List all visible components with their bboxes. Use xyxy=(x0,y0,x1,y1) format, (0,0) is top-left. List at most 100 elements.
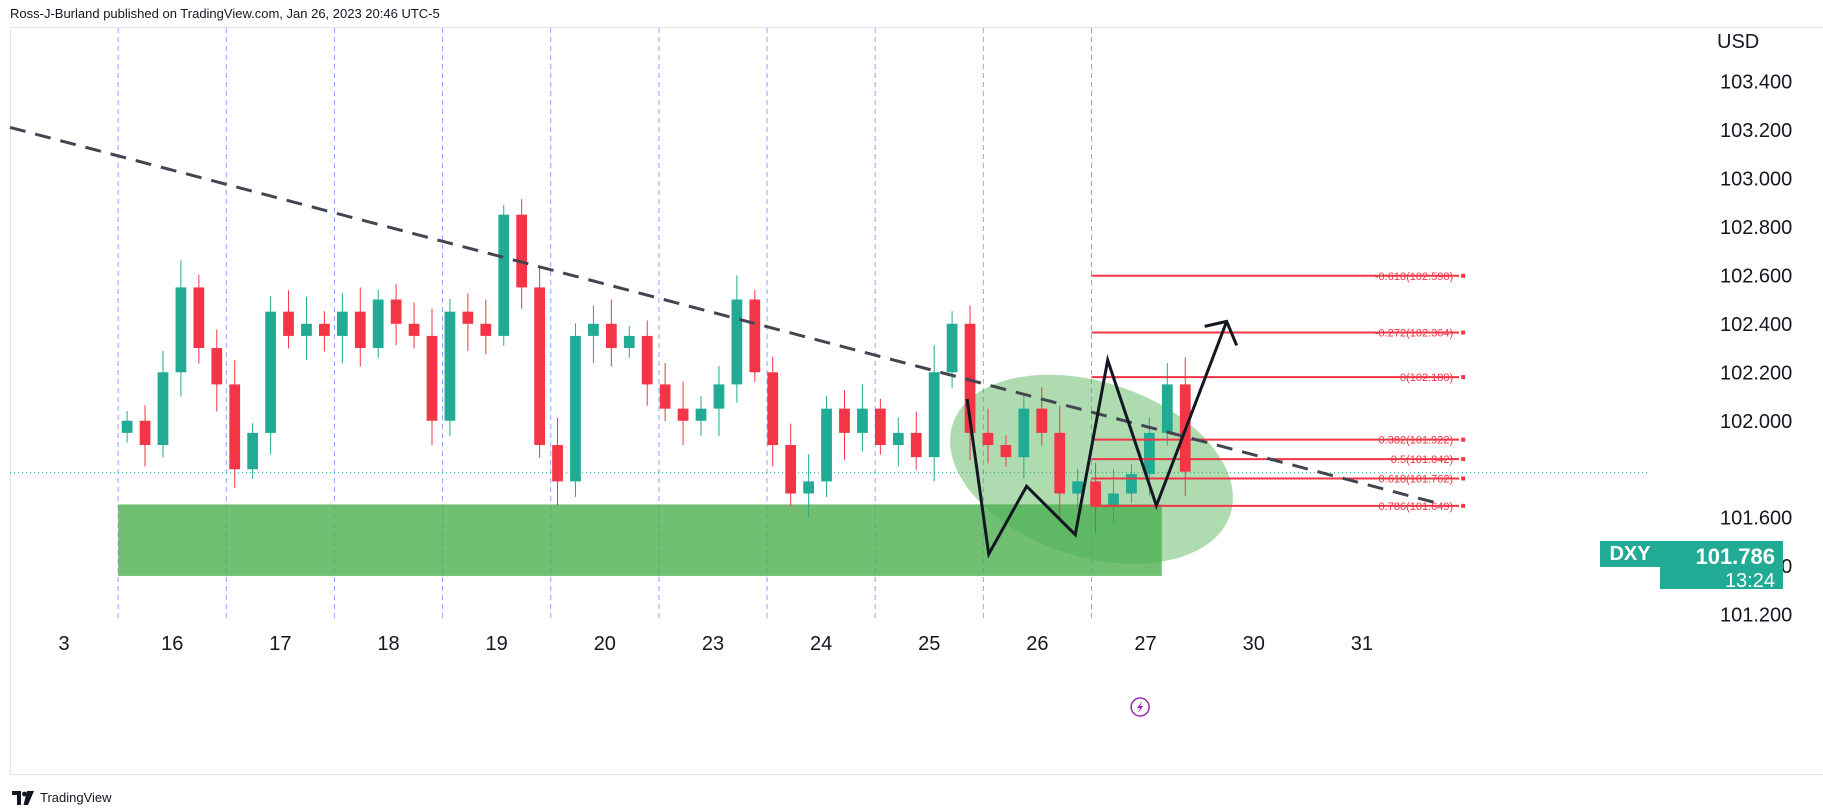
candle-body xyxy=(713,384,725,409)
candle-body xyxy=(767,372,779,446)
fib-level-marker xyxy=(1461,273,1466,278)
candle-body xyxy=(426,335,438,421)
candle-body xyxy=(946,323,958,373)
x-axis-tick-label: 27 xyxy=(1134,633,1156,655)
candle-body xyxy=(498,214,510,336)
candle-body xyxy=(785,445,797,494)
footer: TradingView xyxy=(12,790,112,805)
y-axis-tick-label: 103.200 xyxy=(1720,120,1792,142)
candle-body xyxy=(1108,493,1119,506)
candle-body xyxy=(283,311,294,336)
x-axis-tick-label: 31 xyxy=(1351,633,1373,655)
candle-body xyxy=(695,408,707,421)
candle-body xyxy=(605,323,617,349)
candle-body xyxy=(1161,384,1173,433)
candle-body xyxy=(588,323,599,336)
candle-body xyxy=(982,432,994,446)
x-axis-tick-label: 20 xyxy=(594,633,616,655)
candle-body xyxy=(839,408,850,433)
candle-body xyxy=(803,481,815,494)
y-axis-tick-label: 102.800 xyxy=(1720,217,1792,239)
fib-level-marker xyxy=(1461,375,1466,380)
candle-body xyxy=(211,348,223,385)
fib-level-label: 0.786(101.649) xyxy=(1379,501,1454,513)
last-price-badge: 101.786 13:24 xyxy=(1660,541,1783,592)
candle-body xyxy=(319,323,330,336)
publisher-header: Ross-J-Burland published on TradingView.… xyxy=(10,6,440,21)
bar-countdown: 13:24 xyxy=(1724,570,1775,592)
y-axis-tick-label: 101.600 xyxy=(1720,508,1792,530)
fib-level-label: 0(102.180) xyxy=(1400,372,1453,384)
y-axis-tick-label: 103.400 xyxy=(1720,71,1792,93)
candle-body xyxy=(570,335,581,482)
fib-level-label: -0.272(102.364) xyxy=(1375,328,1453,340)
fib-level-label: 0.382(101.922) xyxy=(1379,435,1454,447)
candle-body xyxy=(552,445,563,482)
candle-body xyxy=(1000,445,1012,458)
tradingview-logo-icon xyxy=(12,790,34,805)
fib-level-marker xyxy=(1461,330,1466,335)
candle-body xyxy=(659,384,671,409)
candle-body xyxy=(857,408,868,433)
candle-body xyxy=(641,335,653,385)
x-axis-tick-label: 24 xyxy=(810,633,832,655)
fib-level-marker xyxy=(1461,476,1466,481)
candle-body xyxy=(874,408,886,446)
candle-body xyxy=(1144,432,1155,475)
candle-body xyxy=(1054,432,1066,494)
candle-body xyxy=(301,323,312,336)
fib-level-marker xyxy=(1461,437,1466,442)
projection-arrowhead xyxy=(1204,319,1239,346)
event-bolt-icon xyxy=(1130,697,1150,717)
footer-brand: TradingView xyxy=(40,790,112,805)
candle-body xyxy=(372,299,384,349)
last-price: 101.786 xyxy=(1695,544,1775,569)
candle-body xyxy=(1018,408,1030,458)
x-axis-tick-label: 3 xyxy=(59,633,70,655)
candle-body xyxy=(193,287,205,349)
y-axis-tick-label: 102.200 xyxy=(1720,362,1792,384)
x-axis-tick-label: 25 xyxy=(918,633,940,655)
y-axis-tick-label: 102.600 xyxy=(1720,265,1792,287)
y-axis-tick-label: 102.000 xyxy=(1720,411,1792,433)
candle-body xyxy=(139,420,151,446)
y-axis-tick-label: 102.400 xyxy=(1720,314,1792,336)
candle-body xyxy=(1036,408,1048,433)
candle-body xyxy=(390,299,402,324)
candle-body xyxy=(462,311,474,324)
candle-body xyxy=(1126,474,1137,494)
fib-level-marker xyxy=(1461,457,1466,462)
fib-level-marker xyxy=(1461,503,1466,508)
candle-body xyxy=(265,311,276,433)
candle-body xyxy=(247,432,259,470)
fib-level-label: -0.618(102.598) xyxy=(1375,271,1453,283)
event-bolt-glyph xyxy=(1137,701,1144,713)
candle-body xyxy=(534,287,545,446)
candle-body xyxy=(157,372,169,446)
x-axis-tick-label: 18 xyxy=(377,633,399,655)
ticker-tag: DXY xyxy=(1600,541,1660,567)
candle-body xyxy=(623,335,635,349)
candle-body xyxy=(731,299,743,385)
resistance-trendline xyxy=(9,125,1438,505)
fib-level-label: 0.618(101.762) xyxy=(1379,473,1454,485)
projection-path xyxy=(965,320,1229,559)
candle-body xyxy=(910,432,922,458)
candle-body xyxy=(749,299,761,373)
x-axis-tick-label: 16 xyxy=(161,633,183,655)
candle-body xyxy=(175,287,187,373)
x-axis-tick-label: 30 xyxy=(1243,633,1265,655)
candle-body xyxy=(121,420,133,433)
candle-body xyxy=(480,323,492,336)
candle-body xyxy=(336,311,348,336)
candle-body xyxy=(892,432,904,446)
candle-body xyxy=(964,323,976,433)
candle-body xyxy=(444,311,456,421)
candle-body xyxy=(677,408,689,421)
x-axis-tick-label: 23 xyxy=(702,633,724,655)
y-axis-tick-label: 101.200 xyxy=(1720,605,1792,627)
x-axis-tick-label: 19 xyxy=(486,633,508,655)
fib-level-label: 0.5(101.842) xyxy=(1391,454,1453,466)
candle-body xyxy=(229,384,241,470)
